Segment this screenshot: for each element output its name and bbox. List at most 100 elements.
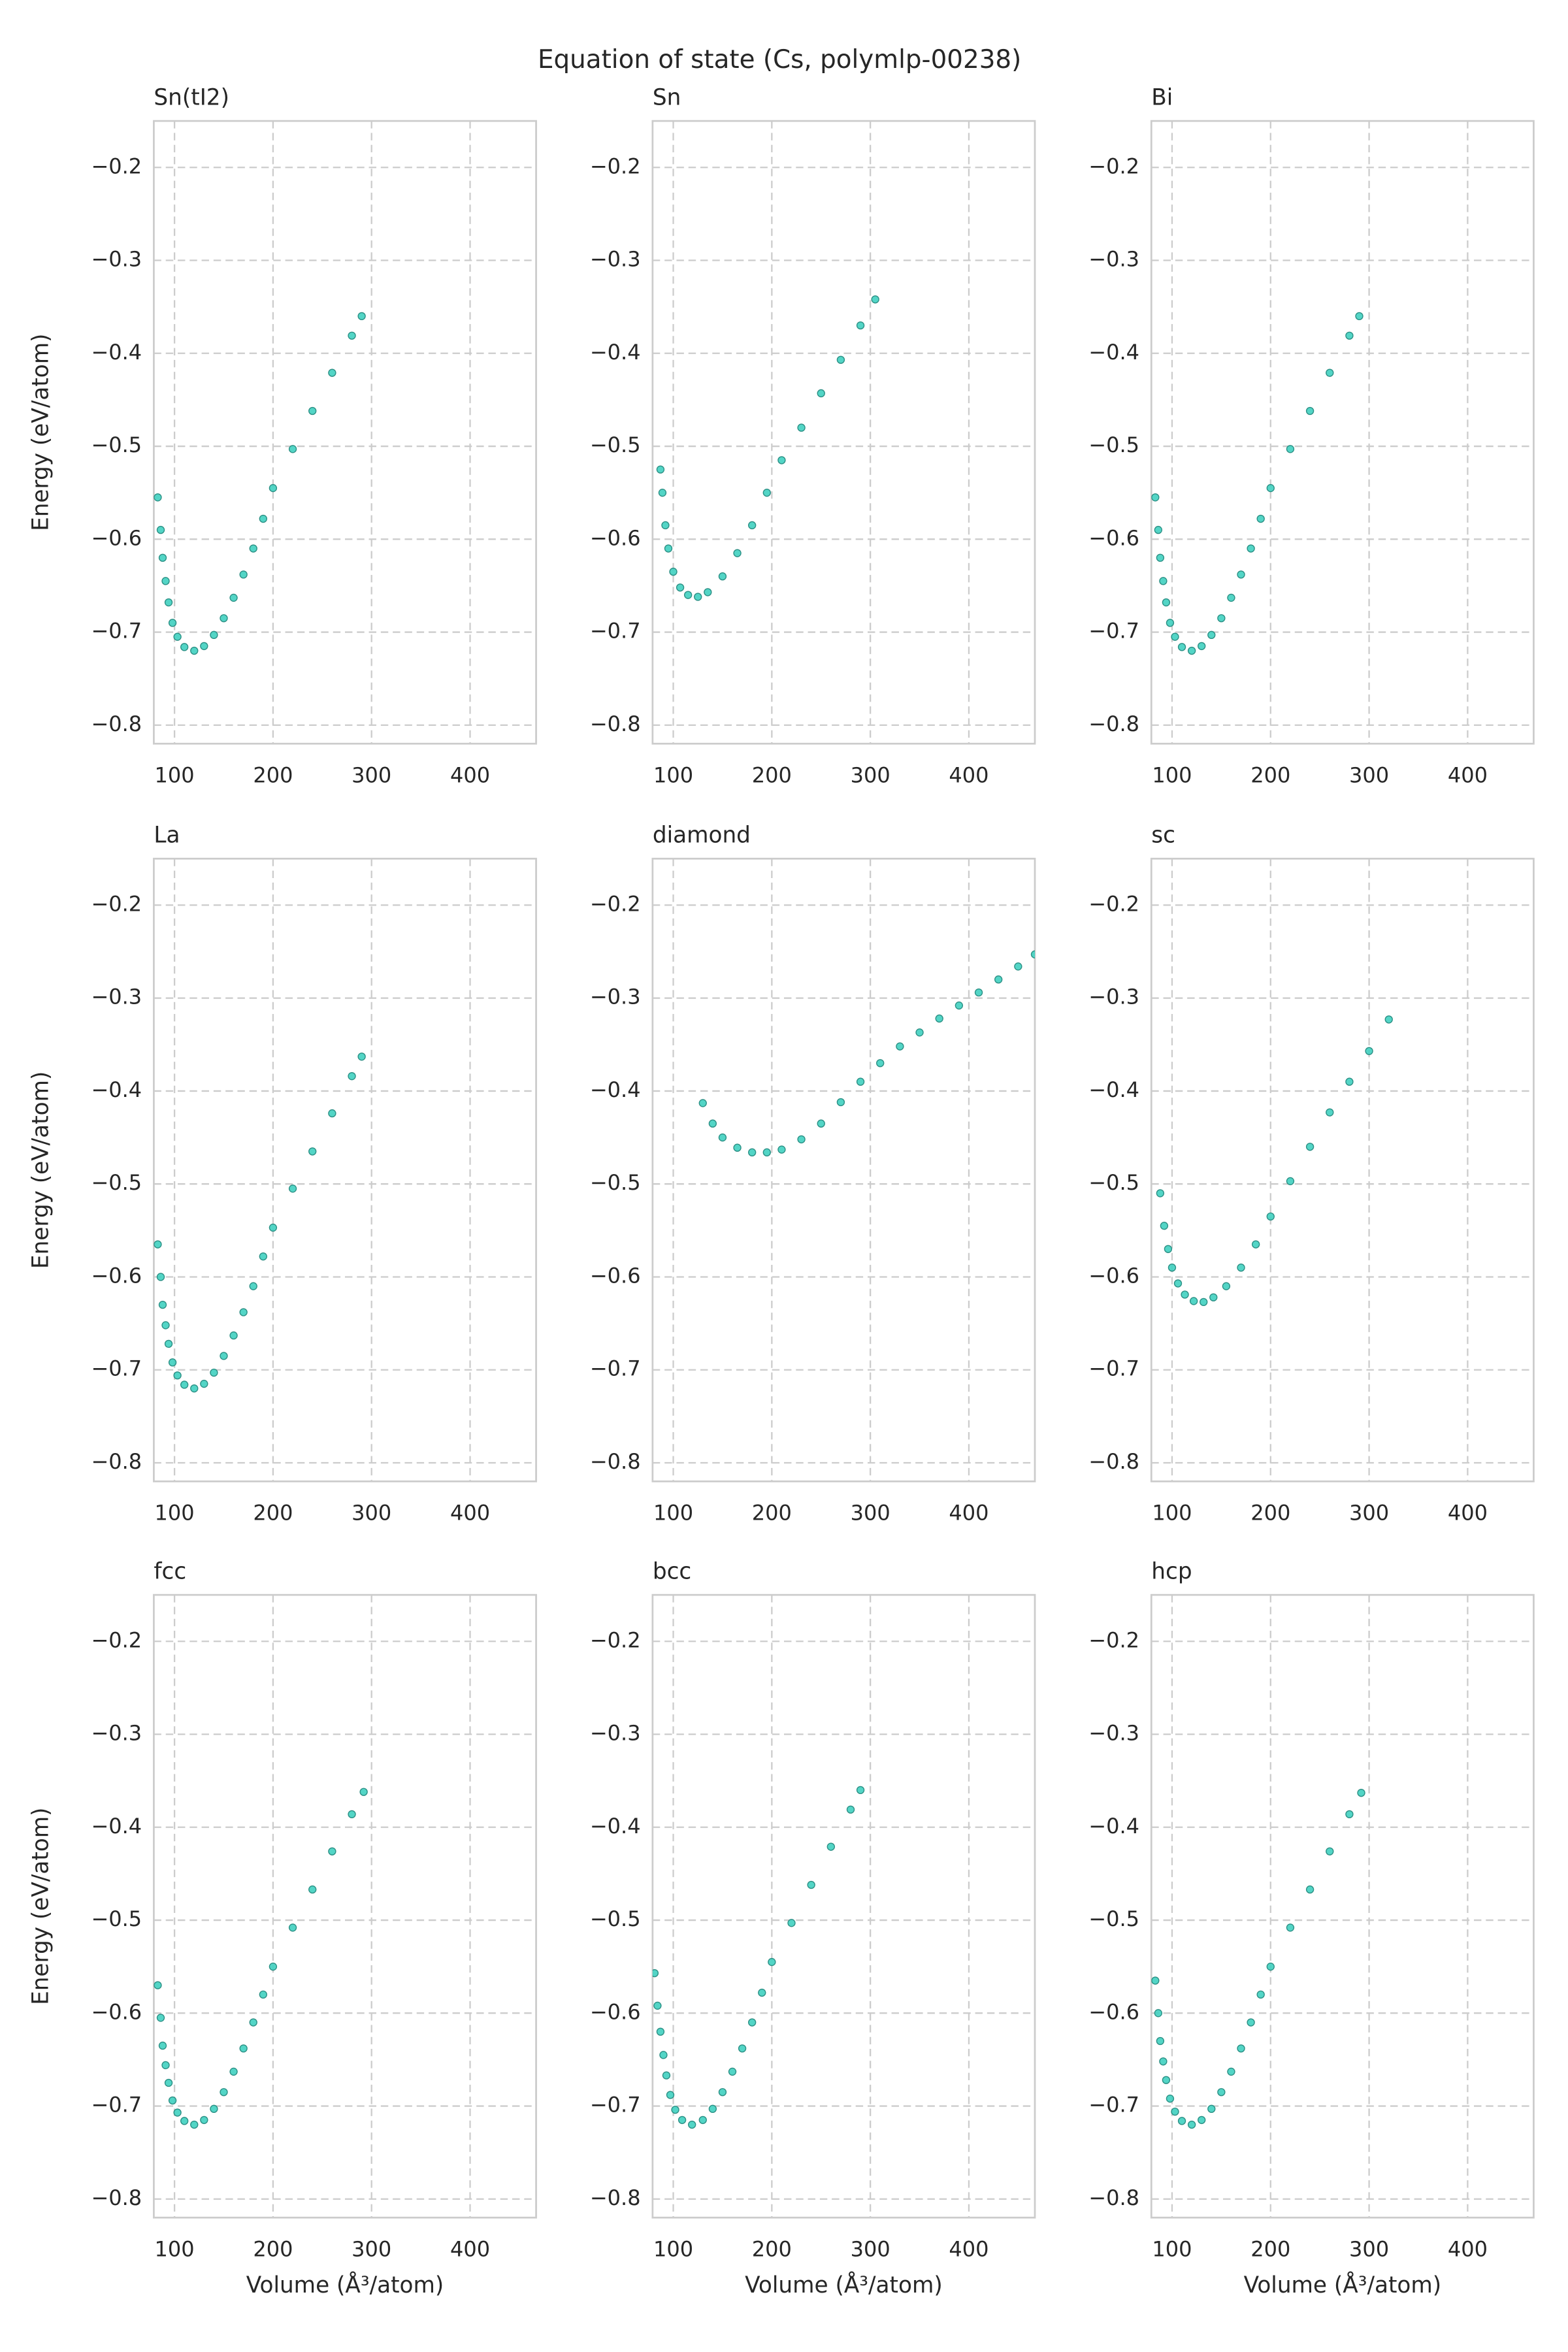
point bbox=[664, 544, 673, 553]
point bbox=[708, 2104, 717, 2114]
point bbox=[1286, 1923, 1295, 1932]
point bbox=[164, 598, 173, 607]
point bbox=[259, 1990, 267, 1999]
point bbox=[698, 1099, 707, 1107]
point bbox=[1326, 368, 1334, 377]
point bbox=[200, 642, 208, 651]
x-tick-label: 400 bbox=[450, 1501, 490, 1526]
x-tick-label: 400 bbox=[949, 763, 988, 788]
points bbox=[1151, 312, 1364, 655]
point bbox=[190, 1384, 199, 1393]
y-tick-label: −0.3 bbox=[1088, 247, 1139, 272]
point bbox=[269, 1223, 278, 1232]
point bbox=[836, 1098, 845, 1107]
points bbox=[154, 312, 366, 655]
x-tick-label: 100 bbox=[1152, 1501, 1192, 1526]
point bbox=[164, 1339, 173, 1348]
point bbox=[708, 1119, 717, 1128]
y-tick-label: −0.3 bbox=[590, 985, 641, 1009]
point bbox=[200, 2115, 208, 2125]
panel-title: sc bbox=[1151, 822, 1175, 848]
point bbox=[661, 521, 670, 530]
point bbox=[1151, 1976, 1160, 1985]
point bbox=[229, 1331, 238, 1340]
point bbox=[1217, 614, 1226, 623]
point bbox=[1237, 2044, 1245, 2053]
y-tick-label: −0.5 bbox=[91, 1170, 142, 1195]
y-tick-label: −0.5 bbox=[590, 1906, 641, 1931]
point bbox=[1168, 1264, 1177, 1272]
y-tick-label: −0.3 bbox=[590, 247, 641, 272]
y-tick-label: −0.4 bbox=[1088, 340, 1139, 365]
axes-frame bbox=[153, 120, 537, 745]
x-tick-label: 100 bbox=[653, 2237, 693, 2262]
x-tick-label: 100 bbox=[653, 763, 693, 788]
point bbox=[359, 1788, 368, 1796]
point bbox=[1266, 1963, 1275, 1971]
point bbox=[678, 2115, 687, 2125]
point bbox=[1345, 1810, 1354, 1819]
y-tick-label: −0.5 bbox=[590, 1170, 641, 1195]
x-tick-label: 300 bbox=[1349, 2237, 1389, 2262]
x-tick-label: 200 bbox=[253, 763, 293, 788]
y-tick-label: −0.7 bbox=[1088, 1356, 1139, 1381]
x-tick-label: 300 bbox=[351, 2237, 391, 2262]
point bbox=[210, 630, 218, 640]
axes-frame bbox=[1150, 857, 1535, 1482]
point bbox=[1326, 1108, 1334, 1117]
x-axis-label: Volume (Å³/atom) bbox=[246, 2272, 444, 2298]
point bbox=[259, 514, 267, 523]
point bbox=[1162, 598, 1171, 607]
point bbox=[876, 1059, 885, 1068]
point bbox=[1227, 2067, 1235, 2076]
point bbox=[733, 1143, 742, 1152]
point bbox=[269, 1963, 278, 1971]
y-tick-label: −0.2 bbox=[1088, 154, 1139, 178]
axes-frame bbox=[1150, 120, 1535, 745]
y-axis-label: Energy (eV/atom) bbox=[27, 333, 54, 531]
point bbox=[168, 619, 177, 627]
point bbox=[269, 483, 278, 493]
point bbox=[308, 1147, 317, 1156]
point bbox=[669, 567, 678, 576]
points bbox=[154, 1053, 366, 1393]
point bbox=[1177, 2117, 1186, 2125]
point bbox=[1237, 1264, 1245, 1272]
point bbox=[328, 1847, 336, 1855]
y-tick-label: −0.7 bbox=[1088, 2093, 1139, 2117]
point bbox=[180, 643, 189, 651]
y-tick-label: −0.5 bbox=[91, 1906, 142, 1931]
point bbox=[718, 1133, 727, 1142]
point bbox=[718, 2088, 727, 2097]
point bbox=[1030, 950, 1035, 958]
y-tick-label: −0.6 bbox=[1088, 1263, 1139, 1288]
point bbox=[768, 1957, 776, 1967]
point bbox=[797, 1135, 806, 1144]
point bbox=[1207, 2104, 1216, 2114]
point bbox=[1345, 1077, 1354, 1086]
point bbox=[1305, 1885, 1315, 1894]
point bbox=[662, 2071, 671, 2080]
panel: −0.8 −0.7 −0.6 −0.5 −0.4 −0.3 −0.2 100 200 300 400… bbox=[1088, 822, 1535, 1526]
points bbox=[656, 295, 879, 601]
panel-title: La bbox=[154, 822, 180, 848]
point bbox=[1247, 2018, 1255, 2027]
x-tick-label: 100 bbox=[1152, 763, 1192, 788]
point bbox=[328, 1109, 336, 1118]
point bbox=[1198, 642, 1206, 651]
x-tick-label: 300 bbox=[1349, 763, 1389, 788]
x-tick-label: 400 bbox=[1448, 1501, 1488, 1526]
point bbox=[249, 1282, 257, 1290]
point bbox=[239, 2044, 248, 2053]
point bbox=[1159, 2057, 1168, 2066]
x-tick-label: 300 bbox=[351, 763, 391, 788]
point bbox=[1286, 1177, 1295, 1186]
point bbox=[1237, 570, 1245, 579]
point bbox=[1247, 544, 1255, 553]
panel-title: Sn bbox=[653, 84, 681, 110]
point bbox=[656, 2027, 665, 2036]
point bbox=[1355, 312, 1364, 321]
point bbox=[718, 572, 727, 581]
panel-title: Sn(tI2) bbox=[154, 84, 229, 110]
x-tick-label: 100 bbox=[155, 763, 195, 788]
